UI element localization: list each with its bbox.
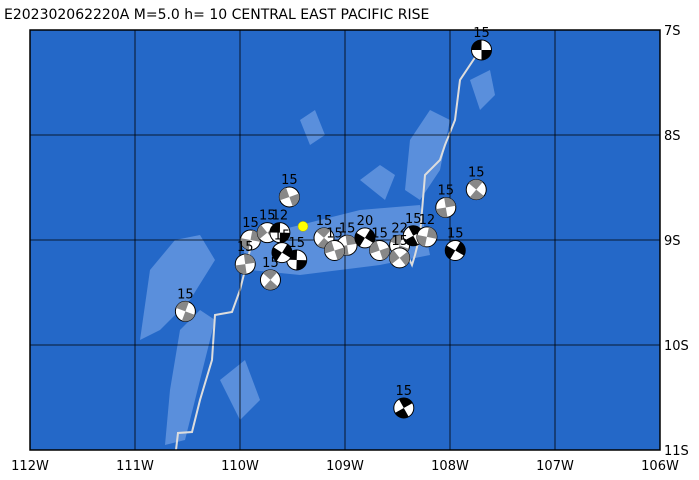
lat-label: 10S bbox=[664, 339, 689, 354]
compression-quadrant bbox=[455, 241, 466, 256]
depth-label: 12 bbox=[272, 209, 289, 224]
lon-label: 107W bbox=[536, 459, 574, 474]
focal-mechanism: 20 bbox=[354, 214, 376, 249]
compression-quadrant bbox=[471, 39, 482, 50]
depth-label: 15 bbox=[316, 214, 333, 229]
frame bbox=[29, 29, 661, 451]
depth-label: 15 bbox=[438, 183, 455, 198]
depth-label: 15 bbox=[259, 209, 276, 224]
compression-quadrant bbox=[250, 230, 261, 242]
compression-quadrant bbox=[279, 232, 290, 243]
compression-quadrant bbox=[263, 269, 278, 280]
compression-quadrant bbox=[390, 235, 404, 246]
focal-mechanism: 15 bbox=[393, 384, 415, 419]
focal-mechanism: 15 bbox=[402, 212, 424, 247]
lon-label: 109W bbox=[326, 459, 364, 474]
depth-label: 15 bbox=[396, 384, 413, 399]
focal-mechanism: 15 bbox=[278, 173, 300, 208]
compression-quadrant bbox=[235, 264, 247, 275]
depth-label: 15 bbox=[371, 227, 388, 242]
lon-label: 110W bbox=[221, 459, 259, 474]
depth-label: 15 bbox=[326, 227, 343, 242]
focal-mechanism: 15 bbox=[234, 240, 256, 275]
depth-label: 15 bbox=[339, 221, 356, 236]
compression-quadrant bbox=[279, 187, 290, 201]
compression-quadrant bbox=[257, 224, 268, 239]
depth-label: 12 bbox=[419, 213, 436, 228]
focal-mechanism: 15 bbox=[174, 287, 196, 322]
focal-mechanism: 15 bbox=[271, 229, 293, 264]
lon-label: 106W bbox=[641, 459, 679, 474]
plate-boundary bbox=[175, 249, 251, 451]
compression-quadrant bbox=[445, 245, 456, 260]
lon-label: 112W bbox=[11, 459, 49, 474]
compression-quadrant bbox=[324, 240, 335, 254]
depth-label: 15 bbox=[242, 216, 259, 231]
compression-quadrant bbox=[379, 247, 390, 260]
compression-quadrant bbox=[481, 49, 492, 60]
lat-label: 7S bbox=[664, 24, 681, 39]
compression-quadrant bbox=[399, 251, 410, 266]
compression-quadrant bbox=[389, 249, 400, 265]
focal-mechanism: 12 bbox=[416, 213, 438, 248]
depth-label: 15 bbox=[391, 234, 408, 249]
compression-quadrant bbox=[426, 227, 437, 239]
compression-quadrant bbox=[263, 279, 278, 290]
focal-mechanism: 15 bbox=[444, 227, 466, 261]
compression-quadrant bbox=[408, 225, 423, 236]
focal-mechanism: 15 bbox=[389, 234, 411, 269]
focal-mechanism: 15 bbox=[324, 227, 345, 261]
depth-label: 20 bbox=[357, 214, 374, 229]
compression-quadrant bbox=[289, 193, 300, 207]
compression-quadrant bbox=[444, 197, 456, 208]
title: E202302062220A M=5.0 h= 10 CENTRAL EAST … bbox=[4, 7, 429, 23]
lat-label: 9S bbox=[664, 234, 681, 249]
compression-quadrant bbox=[354, 232, 365, 247]
depth-label: 15 bbox=[281, 173, 298, 188]
compression-quadrant bbox=[282, 244, 292, 258]
focal-mechanism: 15 bbox=[465, 166, 487, 201]
compression-quadrant bbox=[296, 259, 307, 270]
focal-mechanism: 15 bbox=[435, 183, 457, 218]
compression-quadrant bbox=[176, 301, 189, 312]
compression-quadrant bbox=[398, 398, 413, 408]
epicenter bbox=[297, 221, 309, 232]
focal-mechanism: 15 bbox=[313, 214, 335, 249]
depth-label: 15 bbox=[473, 26, 490, 41]
compression-quadrant bbox=[316, 227, 331, 238]
focal-mechanism: 15 bbox=[240, 216, 261, 251]
depth-label: 15 bbox=[447, 227, 464, 242]
compression-quadrant bbox=[269, 222, 281, 233]
compression-quadrant bbox=[243, 254, 256, 265]
depth-label: 15 bbox=[288, 236, 305, 251]
lon-label: 111W bbox=[116, 459, 154, 474]
compression-quadrant bbox=[272, 247, 282, 262]
compression-quadrant bbox=[435, 207, 448, 218]
depth-label: 15 bbox=[237, 240, 254, 255]
focal-mechanism: 15 bbox=[471, 26, 492, 61]
compression-quadrant bbox=[181, 311, 195, 322]
depth-label: 15 bbox=[177, 287, 194, 302]
focal-mechanism: 15 bbox=[369, 227, 391, 261]
compression-quadrant bbox=[469, 189, 484, 200]
depth-label: 15 bbox=[468, 166, 485, 181]
lat-label: 8S bbox=[664, 129, 681, 144]
depth-label: 15 bbox=[405, 212, 422, 227]
compression-quadrant bbox=[345, 235, 357, 246]
depth-label: 15 bbox=[274, 229, 291, 244]
compression-quadrant bbox=[240, 238, 251, 250]
compression-quadrant bbox=[369, 241, 380, 254]
compression-quadrant bbox=[404, 235, 419, 246]
compression-quadrant bbox=[395, 408, 409, 418]
compression-quadrant bbox=[334, 247, 345, 261]
compression-quadrant bbox=[416, 234, 427, 247]
lat-label: 11S bbox=[664, 444, 689, 459]
lon-label: 108W bbox=[431, 459, 469, 474]
compression-quadrant bbox=[468, 179, 483, 190]
compression-quadrant bbox=[364, 229, 375, 244]
